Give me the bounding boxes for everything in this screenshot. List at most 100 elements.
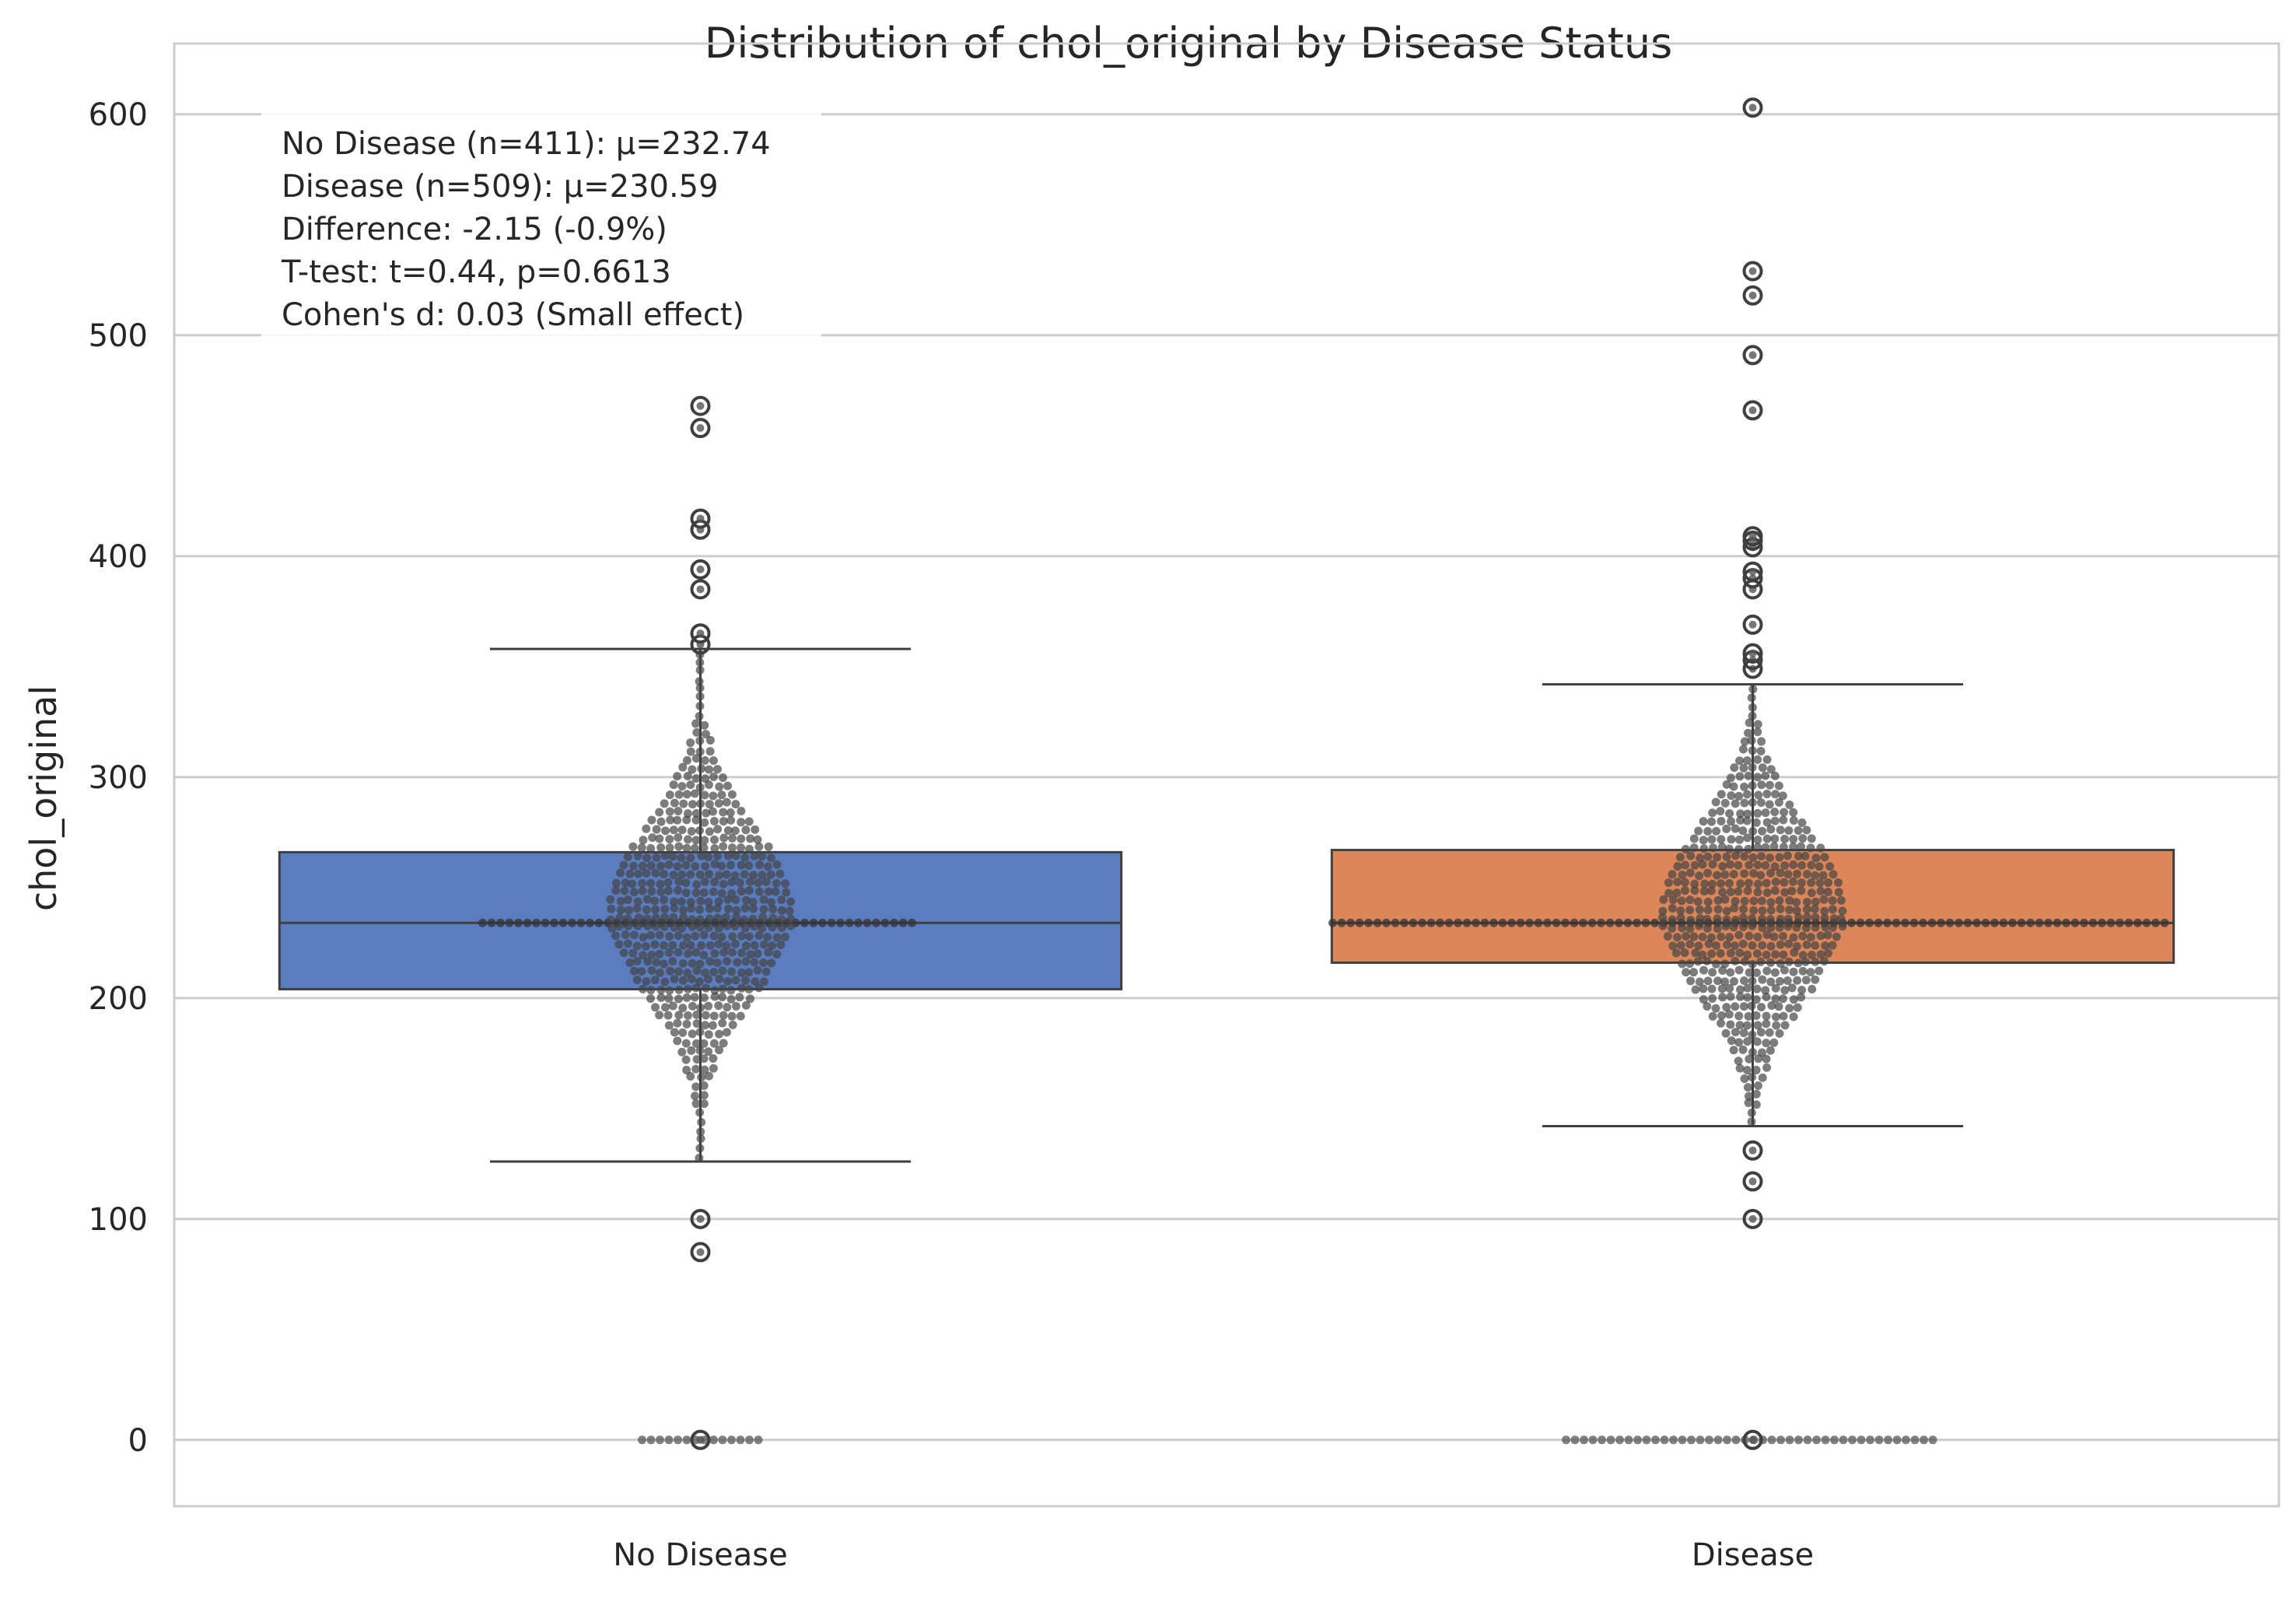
swarm-point — [1729, 1046, 1738, 1055]
outlier-marker — [690, 623, 711, 644]
swarm-point — [1735, 1064, 1745, 1073]
outlier-marker — [1742, 561, 1763, 582]
swarm-point — [722, 913, 731, 922]
swarm-point — [1748, 853, 1758, 862]
swarm-point — [723, 957, 732, 966]
swarm-point — [733, 958, 742, 967]
swarm-point — [1748, 781, 1757, 790]
swarm-point — [1775, 853, 1784, 862]
swarm-point — [1730, 763, 1739, 773]
swarm-point — [1807, 834, 1816, 843]
outlier-marker — [690, 508, 711, 529]
swarm-point — [660, 977, 670, 986]
swarm-point — [641, 941, 650, 951]
swarm-point — [674, 931, 683, 941]
swarm-point — [768, 923, 777, 932]
swarm-point — [682, 1435, 691, 1445]
swarm-point — [1758, 1048, 1767, 1057]
swarm-point — [704, 1001, 713, 1011]
swarm-point — [1780, 986, 1790, 995]
swarm-point — [718, 993, 727, 1002]
swarm-point — [1722, 824, 1731, 833]
swarm-point — [714, 897, 723, 906]
swarm-point — [744, 932, 754, 941]
swarm-point — [1770, 816, 1780, 825]
swarm-point — [1758, 826, 1767, 836]
swarm-point — [687, 904, 696, 913]
swarm-point — [1775, 1029, 1784, 1038]
swarm-point — [674, 967, 684, 976]
plot-frame — [173, 42, 2280, 1508]
swarm-point — [1839, 1435, 1848, 1445]
swarm-point — [1663, 931, 1672, 941]
swarm-point — [674, 842, 684, 851]
swarm-point — [656, 817, 666, 826]
y-tick-label: 0 — [128, 1423, 148, 1459]
outlier-marker — [1742, 526, 1763, 547]
swarm-point — [1680, 886, 1689, 895]
swarm-point — [682, 933, 691, 942]
swarm-point — [715, 871, 724, 880]
swarm-point — [1664, 878, 1673, 888]
swarm-point — [749, 904, 758, 913]
swarm-point — [1797, 993, 1806, 1002]
swarm-point — [1720, 959, 1730, 969]
outlier-point — [1748, 291, 1757, 300]
swarm-point — [1792, 869, 1801, 878]
swarm-point — [611, 878, 621, 888]
swarm-point — [1740, 869, 1749, 878]
swarm-point — [619, 948, 628, 958]
swarm-point — [1685, 895, 1695, 905]
swarm-point — [614, 922, 624, 931]
outlier-point — [696, 629, 705, 638]
swarm-point — [777, 923, 786, 933]
swarm-point — [771, 887, 780, 896]
annotation-line: Cohen's d: 0.03 (Small effect) — [282, 297, 744, 333]
swarm-point — [655, 968, 664, 977]
swarm-point — [682, 1065, 691, 1074]
swarm-point — [1779, 815, 1788, 825]
swarm-point — [1753, 727, 1762, 737]
swarm-point — [1819, 957, 1829, 966]
swarm-point — [1712, 941, 1721, 950]
swarm-point — [746, 994, 755, 1004]
swarm-point — [1729, 782, 1738, 791]
swarm-point — [1780, 888, 1790, 897]
swarm-point — [1734, 887, 1743, 896]
outlier-marker — [690, 559, 711, 580]
swarm-point — [1820, 853, 1829, 862]
swarm-point — [686, 1072, 695, 1081]
swarm-point — [1758, 763, 1767, 773]
swarm-point — [1753, 720, 1762, 729]
swarm-point — [1444, 918, 1454, 927]
swarm-point — [1686, 976, 1696, 986]
swarm-point — [1752, 1100, 1761, 1109]
swarm-point — [659, 941, 668, 950]
swarm-point — [1681, 845, 1690, 854]
swarm-point — [1752, 1037, 1762, 1046]
swarm-point — [695, 665, 705, 675]
swarm-point — [633, 921, 642, 930]
swarm-point — [785, 906, 794, 916]
swarm-point — [1797, 860, 1807, 870]
swarm-point — [674, 790, 684, 799]
swarm-point — [1736, 809, 1745, 818]
swarm-point — [719, 1011, 728, 1020]
swarm-point — [1695, 977, 1704, 986]
swarm-point — [1726, 773, 1735, 783]
swarm-point — [1757, 896, 1766, 906]
swarm-point — [682, 1019, 691, 1029]
swarm-point — [1722, 906, 1731, 916]
swarm-point — [686, 738, 695, 748]
swarm-point — [1748, 711, 1757, 720]
swarm-point — [1668, 915, 1677, 924]
swarm-point — [1748, 921, 1757, 930]
swarm-point — [642, 914, 652, 923]
outlier-marker — [1742, 1429, 1763, 1450]
swarm-point — [1734, 845, 1744, 854]
swarm-point — [576, 918, 586, 927]
swarm-point — [1783, 976, 1792, 985]
swarm-point — [1726, 968, 1735, 977]
swarm-point — [687, 974, 696, 983]
outlier-marker — [1742, 614, 1763, 635]
